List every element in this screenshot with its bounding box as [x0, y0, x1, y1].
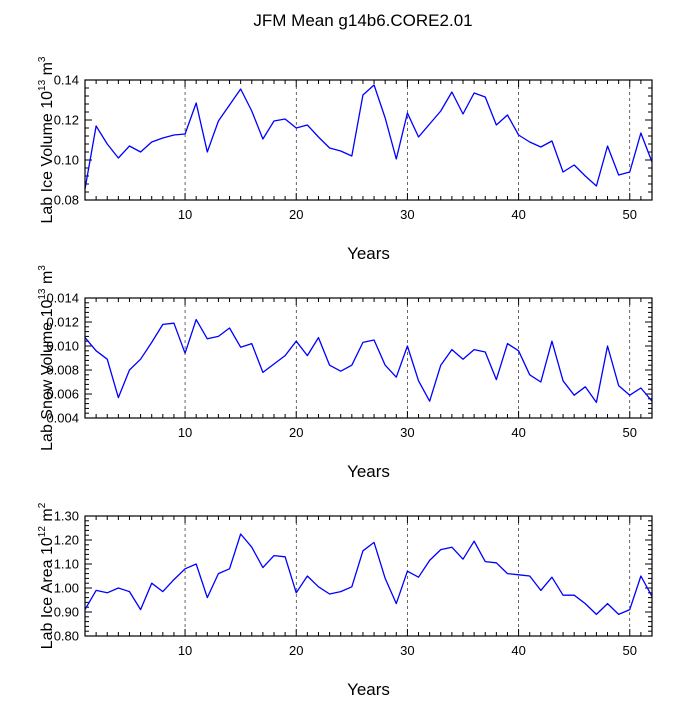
x-axis-label: Years: [347, 244, 390, 263]
x-axis-label: Years: [347, 680, 390, 696]
y-tick-label: 1.20: [54, 533, 79, 548]
x-axis-label: Years: [347, 462, 390, 481]
x-tick-label: 20: [289, 425, 303, 440]
x-tick-label: 10: [178, 425, 192, 440]
y-tick-label: 0.90: [54, 605, 79, 620]
x-tick-label: 50: [623, 643, 637, 658]
series-line: [85, 320, 652, 403]
y-axis-label-main: Lab Ice Volume 10: [39, 91, 56, 224]
y-tick-label: 1.30: [54, 509, 79, 524]
series-line: [85, 534, 652, 614]
x-tick-label: 10: [178, 207, 192, 222]
y-tick-label: 0.10: [54, 153, 79, 168]
y-axis-label-exp: 12: [37, 526, 48, 538]
x-tick-label: 30: [400, 643, 414, 658]
x-tick-label: 40: [511, 643, 525, 658]
x-tick-label: 50: [623, 207, 637, 222]
y-axis-label-unit-exp: 2: [37, 502, 48, 508]
y-tick-label: 0.12: [54, 113, 79, 128]
y-axis-label-unit: m: [39, 62, 56, 80]
plot-frame: [85, 516, 652, 636]
y-tick-label: 1.10: [54, 557, 79, 572]
series-line: [85, 85, 652, 189]
y-axis-label-unit: m: [39, 271, 56, 289]
y-axis-label-exp: 13: [37, 79, 48, 91]
plot-frame: [85, 80, 652, 200]
x-tick-label: 50: [623, 425, 637, 440]
x-tick-label: 40: [511, 425, 525, 440]
y-axis-label-unit: m: [39, 508, 56, 526]
y-tick-label: 0.80: [54, 629, 79, 644]
x-tick-label: 30: [400, 425, 414, 440]
y-axis-label-unit-exp: 3: [37, 265, 48, 271]
y-axis-label-main: Lab Ice Area 10: [39, 537, 56, 649]
y-axis-label-exp: 13: [37, 288, 48, 300]
y-axis-label-main: Lab Snow Volume 10: [39, 300, 56, 451]
x-tick-label: 20: [289, 207, 303, 222]
x-tick-label: 40: [511, 207, 525, 222]
x-tick-label: 20: [289, 643, 303, 658]
chart-panel-3: 10 20 30 40 50 0.80 0.90 1.00 1.10 1.20 1.30 Years L…: [37, 502, 652, 696]
y-tick-label: 0.08: [54, 193, 79, 208]
y-axis-label: Lab Ice Area 1012 m2: [37, 502, 56, 649]
x-tick-label: 30: [400, 207, 414, 222]
y-tick-label: 1.00: [54, 581, 79, 596]
y-tick-label: 0.14: [54, 73, 79, 88]
figure-title: JFM Mean g14b6.CORE2.01: [253, 11, 472, 30]
x-tick-label: 10: [178, 643, 192, 658]
y-axis-label-unit-exp: 3: [37, 56, 48, 62]
chart-panel-1: 10 20 30 40 50 0.08 0.10 0.12 0.14 Years Lab Ice V…: [37, 56, 652, 263]
plot-frame: [85, 298, 652, 418]
